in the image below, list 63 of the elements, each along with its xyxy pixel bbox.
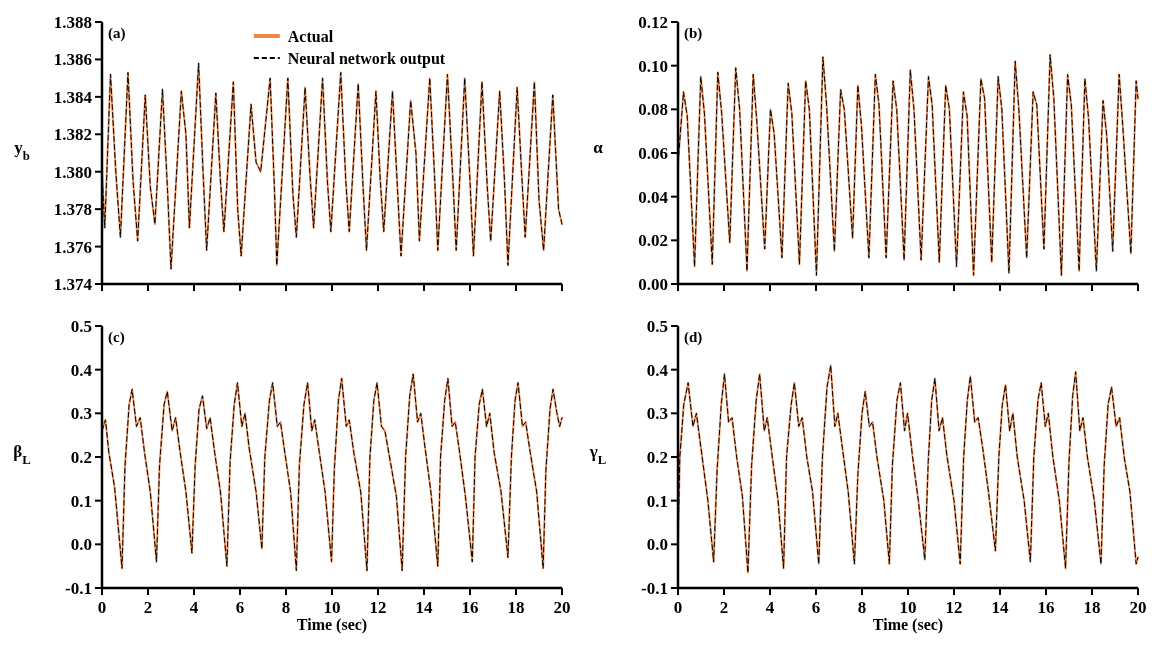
y-tick-label: 0.1 [646,491,668,511]
legend-label: Neural network output [287,49,446,68]
x-tick-label: 2 [143,598,153,617]
y-tick-label: 0.4 [70,360,93,380]
x-tick-label: 20 [553,598,571,617]
x-tick-label: 6 [235,598,245,617]
x-tick-label: 0 [673,598,683,617]
y-tick-label: 0.10 [638,56,668,76]
chart-title: (a) [108,25,126,42]
y-tick-label: 0.04 [638,187,669,207]
y-tick-label: 0.0 [646,535,668,555]
y-tick-label: 1.384 [53,87,93,107]
x-tick-label: 20 [1129,598,1147,617]
legend-label: Actual [287,27,334,45]
x-tick-label: 16 [1037,598,1055,617]
x-tick-label: 18 [1083,598,1101,617]
x-tick-label: 4 [765,598,775,617]
x-tick-label: 0 [97,598,107,617]
x-tick-label: 10 [899,598,917,617]
y-tick-label: 0.5 [70,316,92,336]
y-tick-label: 0.3 [646,404,668,424]
x-tick-label: 14 [991,598,1009,617]
x-tick-label: 6 [811,598,821,617]
x-tick-label: 8 [281,598,291,617]
y-tick-label: 1.386 [53,50,92,70]
y-tick-label: 0.2 [646,447,668,467]
y-tick-label: 0.02 [638,231,668,251]
y-tick-label: 1.374 [53,274,93,294]
x-tick-label: 12 [369,598,387,617]
y-tick-label: 0.3 [70,404,92,424]
y-tick-label: 0.1 [70,491,92,511]
chart-title: (c) [108,329,125,346]
y-axis-title: y$_{b}$ [14,138,30,163]
x-axis-title: Time (sec) [872,616,944,634]
y-tick-label: 0.5 [646,316,668,336]
y-tick-label: -0.1 [641,578,668,598]
x-tick-label: 8 [857,598,867,617]
y-tick-label: 0.08 [638,100,668,120]
y-tick-label: 1.388 [53,12,92,32]
y-tick-label: 0.4 [646,360,669,380]
x-tick-label: 10 [323,598,341,617]
y-tick-label: 0.2 [70,447,92,467]
x-tick-label: 4 [189,598,199,617]
y-axis-title: γ$_{L}$ [588,442,607,467]
x-axis-title: Time (sec) [296,616,368,634]
y-tick-label: -0.1 [65,578,92,598]
x-tick-label: 16 [461,598,479,617]
y-tick-label: 0.00 [638,274,668,294]
y-tick-label: 0.0 [70,535,92,555]
y-tick-label: 0.12 [638,12,668,32]
chart-title: (d) [684,329,703,346]
y-axis-title: α [593,138,604,157]
x-tick-label: 14 [415,598,433,617]
x-tick-label: 18 [507,598,525,617]
y-tick-label: 1.380 [53,162,92,182]
y-tick-label: 1.378 [53,200,92,220]
y-tick-label: 1.376 [53,237,92,257]
x-tick-label: 12 [945,598,963,617]
chart-title: (b) [684,25,703,42]
y-axis-title: β$_{L}$ [13,442,31,467]
y-tick-label: 0.06 [638,143,668,163]
y-tick-label: 1.382 [53,125,92,145]
x-tick-label: 2 [719,598,729,617]
